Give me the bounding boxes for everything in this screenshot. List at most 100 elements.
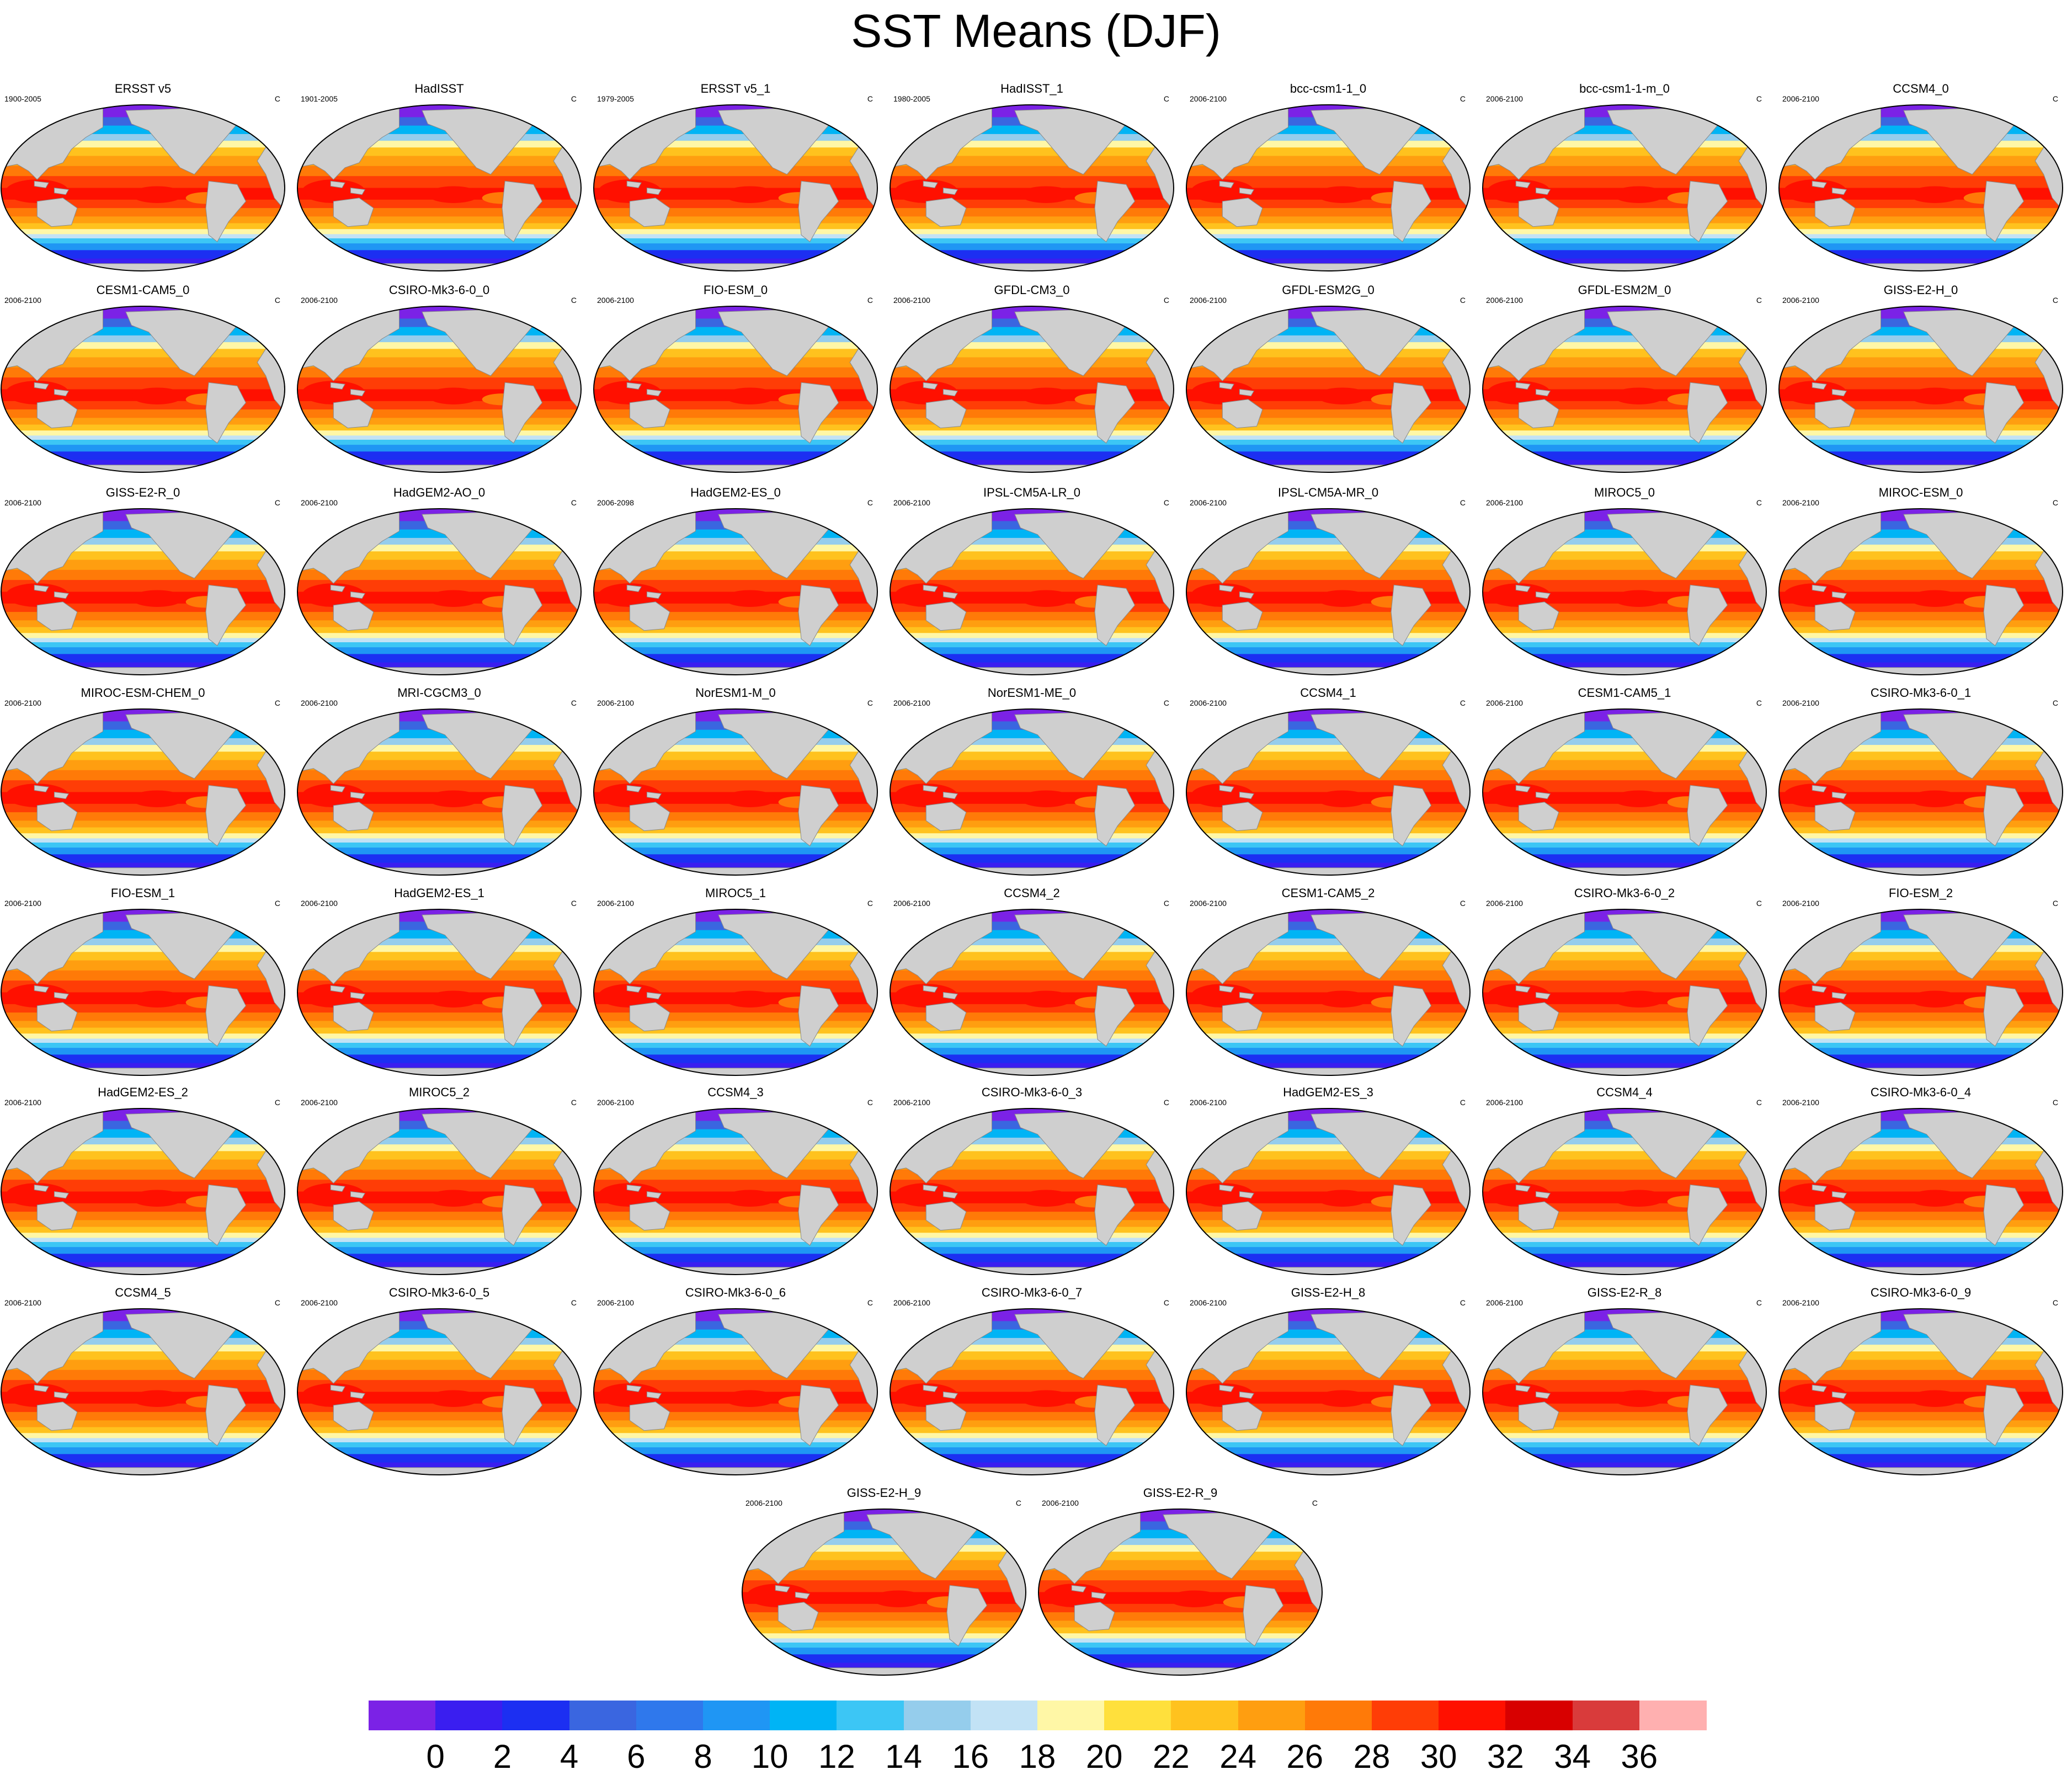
panel-title: CSIRO-Mk3-6-0_3 bbox=[981, 1085, 1083, 1099]
panel-period: 2006-2100 bbox=[1190, 1098, 1227, 1107]
panel-period: 2006-2100 bbox=[4, 296, 41, 305]
panel-title: CCSM4_4 bbox=[1596, 1085, 1653, 1099]
colorbar-box bbox=[435, 1701, 503, 1730]
panel-units: C bbox=[274, 899, 280, 908]
sst-map bbox=[889, 508, 1174, 675]
colorbar-box bbox=[1171, 1701, 1239, 1730]
map-panel: FIO-ESM_1 2006-2100 C bbox=[0, 886, 286, 1076]
sst-map bbox=[297, 1308, 582, 1475]
panel-units: C bbox=[1460, 1298, 1466, 1307]
sst-map bbox=[593, 1108, 878, 1275]
panel-period: 2006-2100 bbox=[1486, 1298, 1523, 1307]
colorbar-tick-label: 26 bbox=[1286, 1738, 1324, 1775]
colorbar-box bbox=[970, 1701, 1038, 1730]
map-panel: GFDL-CM3_0 2006-2100 C bbox=[889, 283, 1175, 473]
map-panel: HadISST_1 1980-2005 C bbox=[889, 82, 1175, 272]
panel-units: C bbox=[1756, 296, 1762, 305]
panel-period: 2006-2100 bbox=[1486, 899, 1523, 908]
map-panel: FIO-ESM_0 2006-2100 C bbox=[593, 283, 878, 473]
sst-map bbox=[1482, 1108, 1767, 1275]
panel-period: 2006-2100 bbox=[4, 498, 41, 507]
map-panel: MIROC-ESM-CHEM_0 2006-2100 C bbox=[0, 686, 286, 876]
panel-units: C bbox=[2052, 899, 2058, 908]
panel-title: CESM1-CAM5_0 bbox=[96, 283, 190, 297]
panel-units: C bbox=[274, 498, 280, 507]
sst-map bbox=[1, 1308, 285, 1475]
sst-map bbox=[1778, 508, 2063, 675]
sst-map bbox=[889, 1308, 1174, 1475]
panel-period: 2006-2100 bbox=[893, 296, 930, 305]
panel-units: C bbox=[571, 899, 577, 908]
colorbar-box bbox=[1238, 1701, 1306, 1730]
sst-map bbox=[1, 708, 285, 876]
panel-units: C bbox=[2052, 1098, 2058, 1107]
map-panel: HadISST 1901-2005 C bbox=[296, 82, 582, 272]
panel-title: IPSL-CM5A-LR_0 bbox=[983, 486, 1081, 499]
colorbar: 0 2 4 6 8 10 12 14 16 18 20 22 24 26 28 30 32 34 36 bbox=[369, 1701, 1707, 1774]
map-panel: CCSM4_5 2006-2100 C bbox=[0, 1286, 286, 1476]
panel-period: 2006-2100 bbox=[301, 699, 338, 707]
panel-period: 2006-2100 bbox=[597, 699, 634, 707]
colorbar-tick-label: 22 bbox=[1153, 1738, 1190, 1775]
panel-units: C bbox=[867, 699, 873, 707]
panel-title: CESM1-CAM5_1 bbox=[1578, 686, 1671, 700]
panel-title: GISS-E2-R_9 bbox=[1143, 1486, 1218, 1500]
panel-period: 1980-2005 bbox=[893, 94, 930, 103]
sst-map bbox=[889, 306, 1174, 473]
sst-map bbox=[1778, 104, 2063, 271]
panel-title: CSIRO-Mk3-6-0_1 bbox=[1870, 686, 1972, 700]
panel-title: CSIRO-Mk3-6-0_2 bbox=[1574, 886, 1675, 900]
panel-period: 2006-2100 bbox=[301, 1098, 338, 1107]
panel-units: C bbox=[1756, 94, 1762, 103]
map-panel: GISS-E2-H_0 2006-2100 C bbox=[1778, 283, 2064, 473]
panel-units: C bbox=[571, 94, 577, 103]
map-panel: MIROC5_2 2006-2100 C bbox=[296, 1085, 582, 1276]
panel-units: C bbox=[1756, 899, 1762, 908]
panel-period: 2006-2100 bbox=[597, 1098, 634, 1107]
panel-period: 2006-2100 bbox=[893, 899, 930, 908]
map-panel: GISS-E2-H_9 2006-2100 C bbox=[741, 1486, 1027, 1676]
sst-map bbox=[297, 909, 582, 1076]
colorbar-tick-label: 28 bbox=[1353, 1738, 1391, 1775]
panel-period: 2006-2100 bbox=[893, 1298, 930, 1307]
sst-map bbox=[1778, 909, 2063, 1076]
panel-title: CESM1-CAM5_2 bbox=[1281, 886, 1375, 900]
panel-period: 2006-2100 bbox=[1486, 1098, 1523, 1107]
panel-title: HadGEM2-ES_3 bbox=[1283, 1085, 1373, 1099]
panel-units: C bbox=[2052, 296, 2058, 305]
sst-map bbox=[1186, 508, 1471, 675]
colorbar-box bbox=[369, 1701, 436, 1730]
map-panel: MIROC5_1 2006-2100 C bbox=[593, 886, 878, 1076]
colorbar-box bbox=[502, 1701, 570, 1730]
sst-map bbox=[889, 909, 1174, 1076]
panel-units: C bbox=[274, 1098, 280, 1107]
sst-map bbox=[889, 1108, 1174, 1275]
panel-period: 2006-2100 bbox=[893, 1098, 930, 1107]
panel-period: 2006-2100 bbox=[1486, 296, 1523, 305]
panel-units: C bbox=[2052, 94, 2058, 103]
colorbar-tick-label: 10 bbox=[751, 1738, 789, 1775]
map-panel: CSIRO-Mk3-6-0_5 2006-2100 C bbox=[296, 1286, 582, 1476]
map-panel: NorESM1-M_0 2006-2100 C bbox=[593, 686, 878, 876]
sst-map bbox=[593, 508, 878, 675]
colorbar-tick-label: 14 bbox=[885, 1738, 922, 1775]
figure-title: SST Means (DJF) bbox=[851, 5, 1221, 57]
panel-title: MIROC5_2 bbox=[408, 1085, 470, 1099]
map-panel: ERSST v5_1 1979-2005 C bbox=[593, 82, 878, 272]
panel-units: C bbox=[1756, 1098, 1762, 1107]
panel-title: CCSM4_2 bbox=[1004, 886, 1060, 900]
sst-map bbox=[297, 708, 582, 876]
map-panel: CSIRO-Mk3-6-0_6 2006-2100 C bbox=[593, 1286, 878, 1476]
sst-map bbox=[1186, 104, 1471, 271]
panel-title: CSIRO-Mk3-6-0_5 bbox=[388, 1286, 490, 1299]
panel-title: HadGEM2-ES_1 bbox=[394, 886, 484, 900]
colorbar-box bbox=[903, 1701, 971, 1730]
panel-title: IPSL-CM5A-MR_0 bbox=[1277, 486, 1379, 499]
sst-map bbox=[1, 1108, 285, 1275]
sst-map bbox=[297, 104, 582, 271]
panel-period: 1900-2005 bbox=[4, 94, 41, 103]
panel-units: C bbox=[1015, 1499, 1021, 1507]
colorbar-tick-label: 32 bbox=[1487, 1738, 1524, 1775]
map-panel: CSIRO-Mk3-6-0_1 2006-2100 C bbox=[1778, 686, 2064, 876]
panel-units: C bbox=[571, 699, 577, 707]
